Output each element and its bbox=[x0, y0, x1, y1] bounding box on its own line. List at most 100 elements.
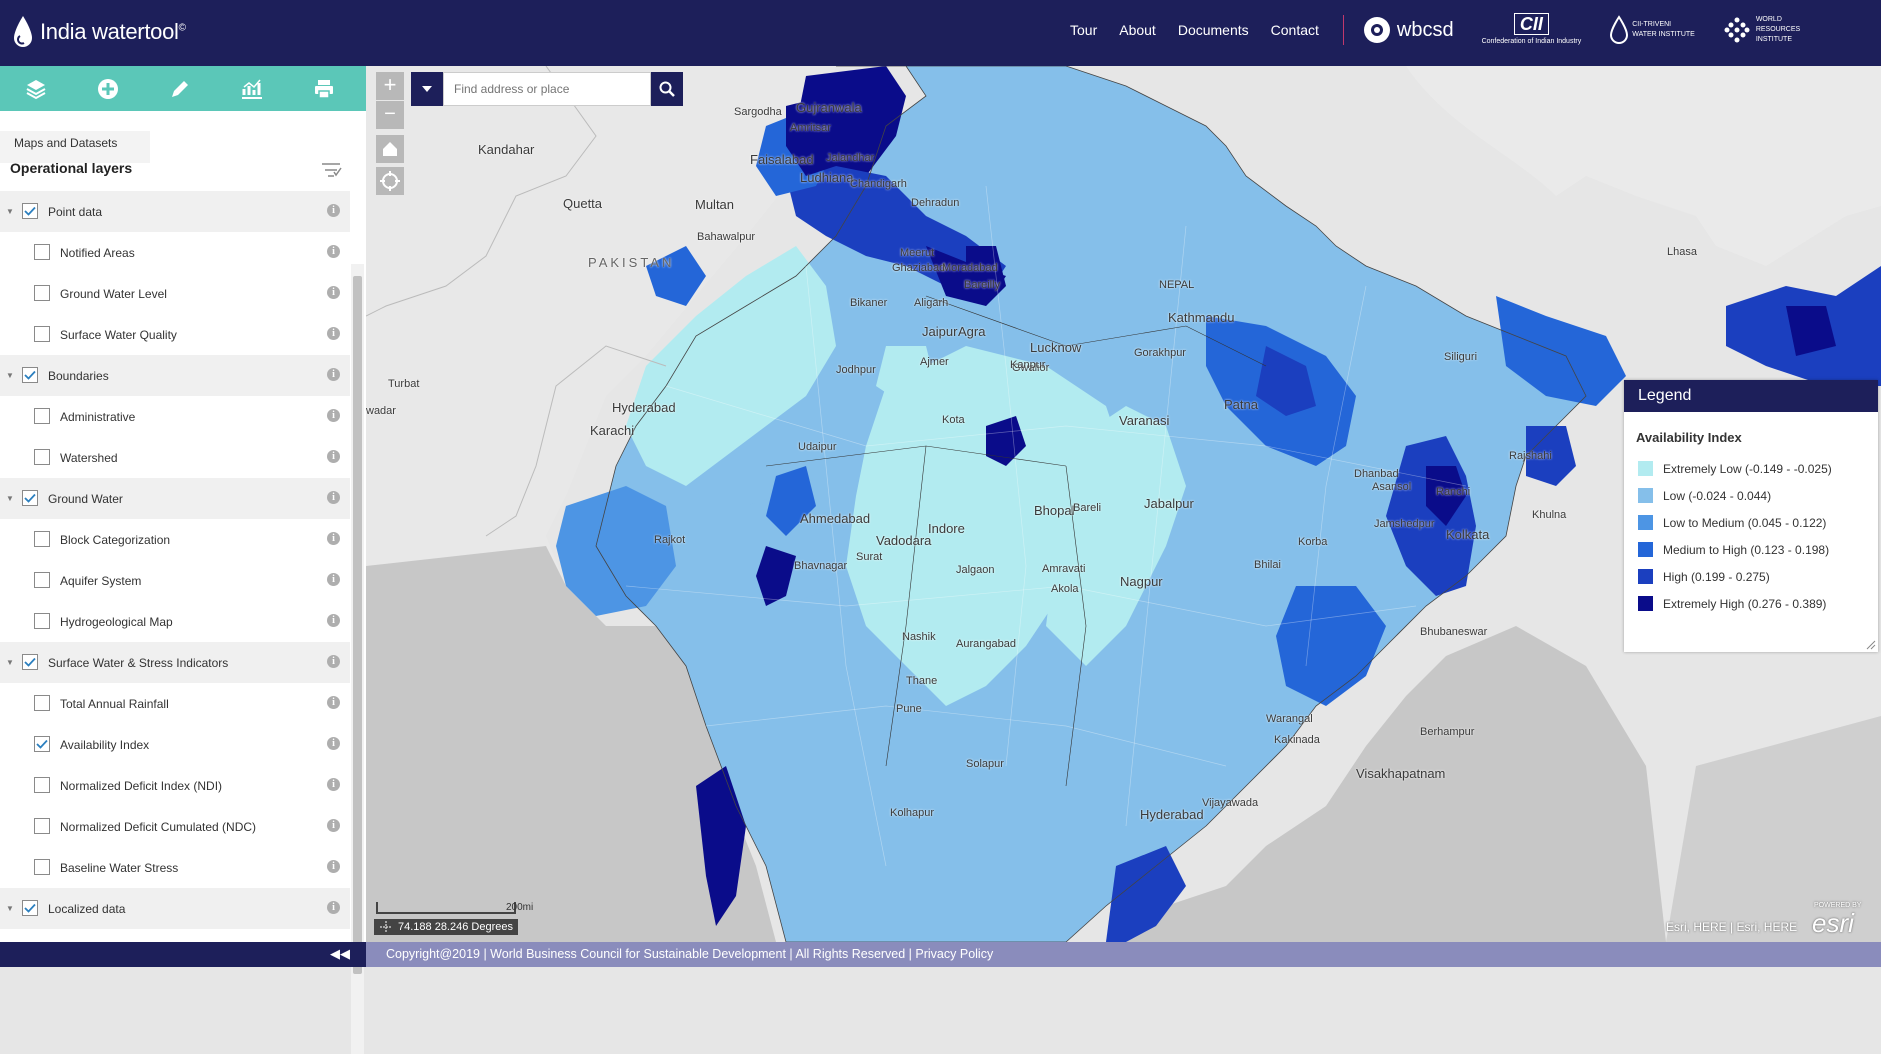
info-icon[interactable]: i bbox=[327, 491, 340, 504]
zoom-out-button[interactable]: − bbox=[376, 101, 404, 129]
layer-row[interactable]: ▼ Surface Water & Stress Indicators i bbox=[0, 642, 350, 683]
layer-row[interactable]: Notified Areas i bbox=[0, 232, 350, 273]
map-place-label: Jabalpur bbox=[1144, 496, 1194, 511]
info-icon[interactable]: i bbox=[327, 696, 340, 709]
layer-checkbox[interactable] bbox=[34, 736, 50, 752]
layer-row[interactable]: ▼ Point data i bbox=[0, 191, 350, 232]
layer-row[interactable]: Hydrogeological Map i bbox=[0, 601, 350, 642]
layer-label: Baseline Water Stress bbox=[60, 861, 179, 875]
layer-checkbox[interactable] bbox=[34, 859, 50, 875]
info-icon[interactable]: i bbox=[327, 204, 340, 217]
layer-checkbox[interactable] bbox=[34, 285, 50, 301]
layer-row[interactable]: Block Categorization i bbox=[0, 519, 350, 560]
layer-row[interactable]: Aquifer System i bbox=[0, 560, 350, 601]
nav-about[interactable]: About bbox=[1119, 22, 1156, 38]
map-view[interactable]: + − Sargodha Gujranwala Amritsar Kandahar Fa… bbox=[366, 66, 1881, 942]
india-watertool-logo[interactable]: India watertool© bbox=[12, 10, 186, 54]
layers-button[interactable] bbox=[0, 66, 72, 111]
layer-checkbox[interactable] bbox=[34, 408, 50, 424]
layer-checkbox[interactable] bbox=[34, 777, 50, 793]
layer-row[interactable]: Normalized Deficit Cumulated (NDC) i bbox=[0, 806, 350, 847]
layer-checkbox[interactable] bbox=[22, 654, 38, 670]
legend-panel[interactable]: Legend Availability Index Extremely Low … bbox=[1624, 380, 1878, 652]
layer-row[interactable]: Ground Water Level i bbox=[0, 273, 350, 314]
add-data-button[interactable] bbox=[72, 66, 144, 111]
layer-checkbox[interactable] bbox=[34, 572, 50, 588]
layer-checkbox[interactable] bbox=[22, 367, 38, 383]
nav-contact[interactable]: Contact bbox=[1270, 22, 1319, 38]
search-source-dropdown[interactable] bbox=[411, 72, 443, 106]
layer-checkbox[interactable] bbox=[34, 613, 50, 629]
info-icon[interactable]: i bbox=[327, 614, 340, 627]
esri-logo[interactable]: esri bbox=[1812, 908, 1854, 938]
info-icon[interactable]: i bbox=[327, 327, 340, 340]
expand-caret-icon[interactable]: ▼ bbox=[6, 371, 14, 380]
info-icon[interactable]: i bbox=[327, 409, 340, 422]
info-icon[interactable]: i bbox=[327, 655, 340, 668]
layer-checkbox[interactable] bbox=[34, 531, 50, 547]
info-icon[interactable]: i bbox=[327, 737, 340, 750]
panel-scrollbar-thumb[interactable] bbox=[353, 276, 362, 974]
search-button[interactable] bbox=[651, 72, 683, 106]
chart-button[interactable] bbox=[216, 66, 288, 111]
partner-wbcsd-logo[interactable]: wbcsd bbox=[1362, 15, 1454, 45]
resize-grip-icon[interactable] bbox=[1866, 640, 1876, 650]
layer-checkbox[interactable] bbox=[34, 244, 50, 260]
info-icon[interactable]: i bbox=[327, 286, 340, 299]
info-icon[interactable]: i bbox=[327, 245, 340, 258]
layer-row[interactable]: ▼ Boundaries i bbox=[0, 355, 350, 396]
layer-checkbox[interactable] bbox=[34, 695, 50, 711]
filter-icon[interactable] bbox=[320, 161, 342, 179]
map-place-label: Indore bbox=[928, 521, 965, 536]
info-icon[interactable]: i bbox=[327, 573, 340, 586]
info-icon[interactable]: i bbox=[327, 368, 340, 381]
expand-caret-icon[interactable]: ▼ bbox=[6, 494, 14, 503]
layer-label: Availability Index bbox=[60, 738, 150, 752]
info-icon[interactable]: i bbox=[327, 450, 340, 463]
panel-tab[interactable] bbox=[0, 131, 150, 163]
layer-row[interactable]: Availability Index i bbox=[0, 724, 350, 765]
partner-wri-logo[interactable]: WORLD RESOURCES INSTITUTE bbox=[1723, 15, 1816, 45]
layer-checkbox[interactable] bbox=[22, 490, 38, 506]
layer-checkbox[interactable] bbox=[34, 818, 50, 834]
search-icon bbox=[659, 81, 675, 97]
layer-row[interactable]: Baseline Water Stress i bbox=[0, 847, 350, 888]
expand-caret-icon[interactable]: ▼ bbox=[6, 207, 14, 216]
locate-button[interactable] bbox=[376, 167, 404, 195]
partner-triveni-logo[interactable]: CII-TRIVENI WATER INSTITUTE bbox=[1609, 15, 1695, 45]
layer-row[interactable]: Total Annual Rainfall i bbox=[0, 683, 350, 724]
layer-checkbox[interactable] bbox=[34, 326, 50, 342]
expand-caret-icon[interactable]: ▼ bbox=[6, 658, 14, 667]
info-icon[interactable]: i bbox=[327, 901, 340, 914]
layer-row[interactable]: Administrative i bbox=[0, 396, 350, 437]
info-icon[interactable]: i bbox=[327, 778, 340, 791]
collapse-panel-button[interactable]: ◀◀ bbox=[330, 946, 350, 961]
nav-documents[interactable]: Documents bbox=[1177, 22, 1249, 38]
layer-row[interactable]: ▼ Ground Water i bbox=[0, 478, 350, 519]
layer-row[interactable]: Watershed i bbox=[0, 437, 350, 478]
map-place-label: Varanasi bbox=[1119, 413, 1170, 428]
map-place-label: Quetta bbox=[563, 196, 603, 211]
expand-caret-icon[interactable]: ▼ bbox=[6, 904, 14, 913]
home-button[interactable] bbox=[376, 135, 404, 163]
info-icon[interactable]: i bbox=[327, 819, 340, 832]
coordinate-readout[interactable]: 74.188 28.246 Degrees bbox=[374, 919, 518, 935]
layer-row[interactable]: ▼ Localized data i bbox=[0, 888, 350, 929]
print-button[interactable] bbox=[288, 66, 360, 111]
zoom-in-button[interactable]: + bbox=[376, 72, 404, 100]
map-place-label: Ludhiana bbox=[800, 170, 854, 185]
info-icon[interactable]: i bbox=[327, 532, 340, 545]
draw-button[interactable] bbox=[144, 66, 216, 111]
layer-row[interactable]: Surface Water Quality i bbox=[0, 314, 350, 355]
layer-checkbox[interactable] bbox=[22, 203, 38, 219]
layer-label: Localized data bbox=[48, 902, 126, 916]
partner-triveni-sub: WATER INSTITUTE bbox=[1632, 31, 1695, 38]
layer-row[interactable]: Normalized Deficit Index (NDI) i bbox=[0, 765, 350, 806]
info-icon[interactable]: i bbox=[327, 860, 340, 873]
partner-cii-logo[interactable]: CII Confederation of Indian Industry bbox=[1482, 13, 1581, 47]
layer-checkbox[interactable] bbox=[34, 449, 50, 465]
layer-checkbox[interactable] bbox=[22, 900, 38, 916]
search-input[interactable] bbox=[443, 72, 651, 106]
map-place-label: Bhubaneswar bbox=[1420, 626, 1488, 638]
nav-tour[interactable]: Tour bbox=[1070, 22, 1098, 38]
